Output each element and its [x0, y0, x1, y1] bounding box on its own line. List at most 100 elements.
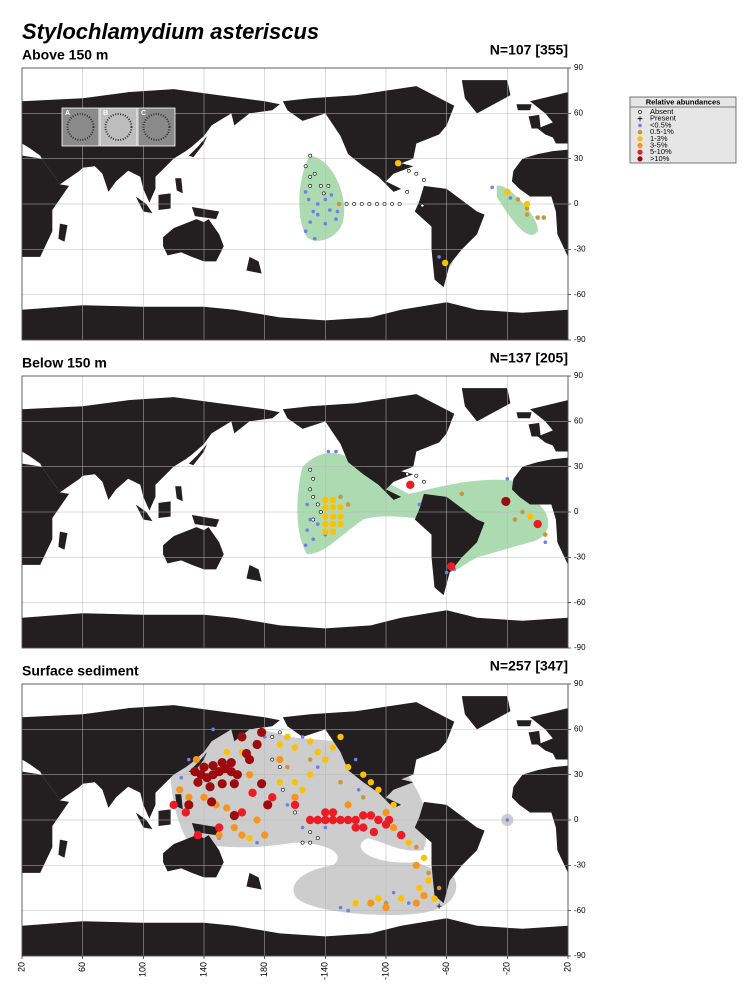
lat-tick-label: 60	[574, 724, 583, 733]
sample-point	[352, 202, 357, 206]
sample-point	[253, 816, 261, 824]
map-frame	[21, 683, 569, 957]
sample-point	[389, 823, 398, 832]
sample-point	[426, 870, 431, 876]
lon-tick-label: 180	[259, 962, 269, 977]
sample-point	[176, 786, 184, 794]
sample-point	[322, 528, 329, 535]
sample-point	[337, 513, 344, 520]
sample-point	[359, 202, 364, 206]
sample-point	[291, 793, 299, 801]
inset-label: A	[65, 110, 70, 117]
sample-point	[353, 757, 358, 762]
sample-point	[352, 899, 359, 907]
sample-point	[323, 221, 328, 226]
sample-point	[397, 895, 405, 902]
sample-point	[334, 217, 338, 221]
sample-point	[255, 840, 259, 845]
sample-point	[200, 793, 208, 801]
sample-point	[405, 472, 410, 477]
sample-point	[215, 831, 223, 839]
sample-point	[384, 815, 394, 825]
sample-point	[311, 476, 316, 481]
sample-point	[338, 494, 343, 500]
sample-point	[303, 190, 308, 194]
sample-point	[323, 197, 328, 202]
sample-point	[300, 735, 305, 739]
sample-point	[246, 834, 253, 842]
sample-point	[303, 229, 308, 233]
sample-point	[311, 517, 316, 522]
sample-point	[300, 840, 305, 845]
sample-point	[290, 800, 300, 810]
lon-tick-label: -60	[441, 962, 451, 975]
sample-point	[311, 209, 316, 214]
sample-point	[318, 183, 323, 188]
legend-label: <0.5%	[650, 120, 672, 129]
sample-point	[420, 891, 428, 900]
sample-point	[185, 793, 193, 801]
sample-point	[305, 815, 315, 825]
sample-point	[337, 520, 344, 528]
sample-point	[321, 815, 330, 825]
sample-point	[416, 884, 423, 892]
lat-tick-label: 30	[574, 770, 583, 779]
sample-point	[444, 570, 449, 575]
sample-point	[359, 823, 368, 832]
legend-swatch	[638, 123, 642, 128]
legend-label: Present	[650, 114, 677, 123]
legend-title: Relative abundances	[646, 97, 721, 106]
sample-point	[322, 496, 329, 504]
sample-point	[542, 532, 548, 537]
lat-tick-label: 30	[574, 462, 583, 471]
sample-point	[308, 467, 313, 472]
sample-point	[326, 449, 331, 454]
map-panel: Above 150 m N=107 [355] 90 60 30 0 -30 -60 -90 A B…	[21, 42, 586, 344]
sample-point	[193, 777, 203, 787]
lat-tick-label: 90	[574, 679, 583, 688]
sample-point	[396, 830, 406, 840]
sample-point	[436, 885, 442, 891]
sample-point	[360, 795, 366, 800]
panel-title: Below 150 m	[22, 355, 107, 371]
sample-point	[329, 528, 337, 535]
sample-point	[211, 727, 215, 732]
lat-tick-label: -60	[574, 906, 586, 915]
sample-point	[308, 183, 313, 188]
sample-point	[217, 757, 227, 768]
sample-point	[223, 748, 230, 756]
sample-point	[307, 757, 313, 762]
sample-point	[315, 202, 320, 206]
lon-tick-label: -140	[320, 962, 330, 980]
sample-point	[524, 206, 530, 211]
sample-point	[336, 815, 345, 825]
sample-point	[523, 200, 531, 208]
sample-point	[351, 815, 360, 825]
sample-point	[179, 775, 184, 780]
sample-point	[276, 755, 284, 764]
sample-point	[241, 748, 252, 759]
legend-label: Absent	[650, 107, 674, 116]
sample-point	[284, 733, 291, 741]
sample-point	[329, 504, 337, 511]
sample-point	[504, 188, 511, 196]
sample-point	[412, 861, 420, 869]
lat-tick-label: -30	[574, 244, 586, 253]
inset-label: B	[103, 110, 108, 117]
sample-point	[328, 208, 332, 212]
sample-point	[217, 779, 227, 789]
sample-point	[412, 899, 420, 907]
sample-point	[375, 895, 382, 902]
sample-point	[329, 520, 337, 528]
legend-swatch	[637, 142, 643, 149]
sample-point	[280, 787, 285, 792]
map-panel: Below 150 m N=137 [205] 90 60 30 0 -30 -60 -90	[21, 350, 586, 652]
sample-point	[308, 830, 313, 834]
sample-point	[422, 177, 426, 182]
sample-point	[425, 877, 432, 884]
sample-point	[308, 174, 313, 179]
sample-point	[285, 764, 290, 770]
sample-point	[308, 487, 313, 492]
lon-tick-label: 100	[138, 962, 148, 977]
panel-count: N=107 [355]	[490, 42, 568, 58]
